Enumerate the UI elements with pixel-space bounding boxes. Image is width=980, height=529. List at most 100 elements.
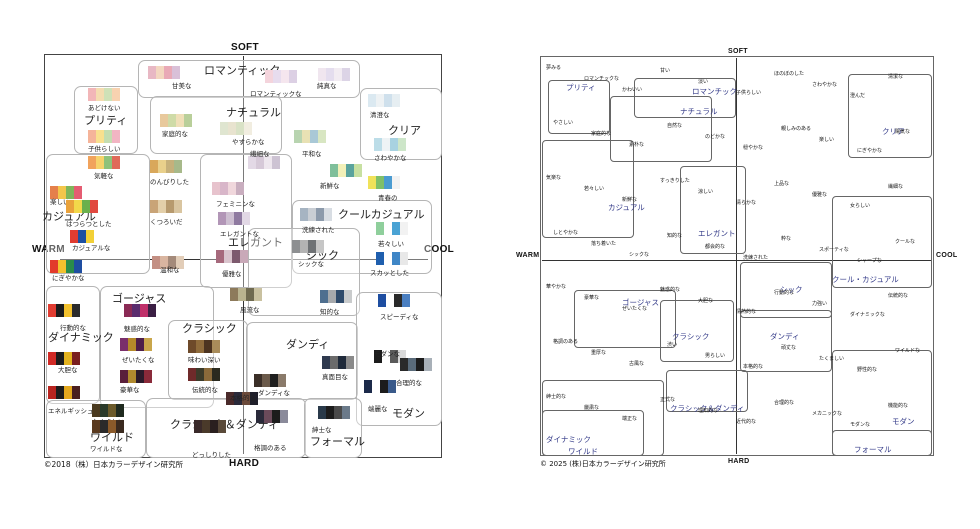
color-swatch xyxy=(220,122,228,135)
color-swatch xyxy=(374,138,382,151)
color-swatch xyxy=(264,156,272,169)
color-swatch-set xyxy=(230,288,262,301)
color-swatch xyxy=(158,160,166,173)
image-word: どっしりした xyxy=(192,451,231,459)
color-swatch xyxy=(56,304,64,317)
color-swatch xyxy=(334,68,342,81)
image-adjective: スポーティな xyxy=(819,246,849,253)
color-swatch xyxy=(218,212,226,225)
color-swatch xyxy=(218,420,226,433)
color-swatch xyxy=(386,294,394,307)
color-swatch xyxy=(66,186,74,199)
word-group-box-clear xyxy=(848,74,932,158)
image-adjective: 古風な xyxy=(629,361,645,368)
image-adjective: 素朴な xyxy=(629,141,645,148)
color-swatch xyxy=(402,294,410,307)
color-swatch xyxy=(112,156,120,169)
color-swatch xyxy=(172,66,180,79)
image-adjective: のどかな xyxy=(705,133,726,140)
color-swatch xyxy=(318,130,326,143)
image-word: 格調のある xyxy=(254,444,287,452)
color-swatch xyxy=(184,114,192,127)
image-adjective: 大胆な xyxy=(698,298,714,305)
image-adjective: やさしい xyxy=(553,119,574,126)
word-group-box-casual xyxy=(542,140,634,238)
color-swatch xyxy=(270,374,278,387)
group-title-gorgeous: ゴージャス xyxy=(112,292,167,305)
color-swatch xyxy=(378,294,386,307)
color-swatch xyxy=(318,406,326,419)
color-swatch xyxy=(128,370,136,383)
color-swatch xyxy=(324,208,332,221)
color-swatch xyxy=(384,252,392,265)
image-word: 新鮮な xyxy=(320,182,340,190)
color-swatch-set xyxy=(120,338,152,351)
color-swatch xyxy=(344,290,352,303)
color-swatch xyxy=(228,182,236,195)
color-swatch xyxy=(230,288,238,301)
word-group-box-romantic xyxy=(634,78,736,118)
image-adjective: かわいい xyxy=(622,87,643,93)
color-swatch xyxy=(308,240,316,253)
word-group-box-dandy xyxy=(740,310,832,372)
image-word: 平和な xyxy=(302,150,322,158)
color-swatch-set xyxy=(292,240,324,253)
color-swatch xyxy=(96,88,104,101)
image-adjective: 頑丈な xyxy=(781,345,797,352)
color-swatch xyxy=(318,68,326,81)
image-adjective: ダイナミックな xyxy=(850,312,885,319)
color-swatch-set xyxy=(376,252,408,265)
group-title-classic: クラシック xyxy=(182,322,237,335)
image-adjective: 上品な xyxy=(774,180,790,187)
color-swatch xyxy=(232,250,240,263)
group-title-natural: ナチュラル xyxy=(226,106,281,119)
word-group-title-wild: ワイルド xyxy=(568,447,598,456)
color-swatch-set xyxy=(376,222,408,235)
image-word: さわやかな xyxy=(374,154,407,162)
color-swatch xyxy=(244,122,252,135)
color-swatch-set xyxy=(150,160,182,173)
color-swatch xyxy=(50,260,58,273)
image-adjective: 女らしい xyxy=(850,202,871,209)
color-swatch xyxy=(392,222,400,235)
color-swatch xyxy=(224,250,232,263)
word-group-title-dandy: ダンディ xyxy=(770,332,800,341)
image-adjective: 清らかな xyxy=(736,199,757,206)
color-swatch-set xyxy=(160,114,192,127)
color-swatch xyxy=(398,350,406,363)
color-swatch-set xyxy=(92,404,124,417)
word-group-title-gorgeous: ゴージャス xyxy=(622,298,659,307)
image-adjective: 合理的な xyxy=(774,400,795,407)
image-adjective: 正式な xyxy=(660,397,676,404)
color-swatch-set xyxy=(265,70,297,83)
color-swatch xyxy=(390,350,398,363)
image-word: ワイルドな xyxy=(90,445,123,453)
color-swatch xyxy=(278,374,286,387)
color-swatch xyxy=(50,186,58,199)
color-swatch xyxy=(204,340,212,353)
group-title-wild: ワイルド xyxy=(90,431,134,444)
group-title-romantic: ロマンティック xyxy=(204,64,281,77)
color-swatch xyxy=(280,410,288,423)
image-word: ロマンティックな xyxy=(250,90,302,98)
image-adjective: 伝統的な xyxy=(888,293,909,300)
color-swatch xyxy=(72,352,80,365)
left-axis-cool: COOL xyxy=(424,244,455,255)
color-swatch xyxy=(326,406,334,419)
image-adjective: 甘い xyxy=(660,68,671,74)
color-swatch xyxy=(194,420,202,433)
color-swatch xyxy=(316,240,324,253)
image-adjective: 清潔な xyxy=(888,74,904,80)
color-swatch xyxy=(272,410,280,423)
color-swatch-set xyxy=(48,304,80,317)
color-swatch-set xyxy=(374,138,406,151)
image-word: フェミニンな xyxy=(216,200,255,208)
color-swatch xyxy=(320,290,328,303)
color-swatch xyxy=(88,130,96,143)
word-group-title-cool-casual: クール・カジュアル xyxy=(832,275,899,284)
image-adjective: 子供らしい xyxy=(736,90,762,96)
group-title-pretty: プリティ xyxy=(84,114,128,127)
color-swatch xyxy=(74,200,82,213)
color-swatch-set xyxy=(220,122,252,135)
color-swatch xyxy=(242,392,250,405)
